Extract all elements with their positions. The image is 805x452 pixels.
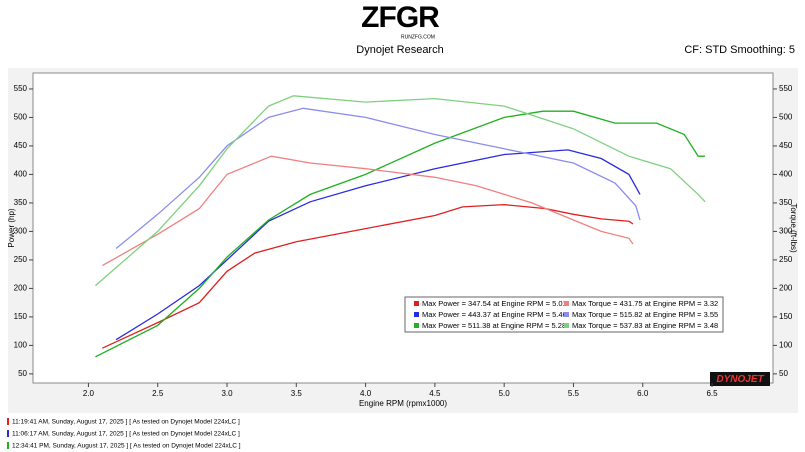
y-tick-label: 100 bbox=[14, 340, 28, 349]
series-line bbox=[95, 110, 706, 358]
legend-label: Max Torque = 431.75 at Engine RPM = 3.32 bbox=[572, 299, 718, 308]
series-line bbox=[115, 149, 641, 341]
x-tick-label: 6.0 bbox=[637, 389, 649, 398]
y-axis-label: Power (hp) bbox=[7, 208, 16, 247]
legend-label: Max Torque = 537.83 at Engine RPM = 3.48 bbox=[572, 321, 718, 330]
y2-tick-label: 450 bbox=[779, 141, 793, 150]
y2-tick-label: 100 bbox=[779, 340, 793, 349]
x-axis-label: Engine RPM (rpmx1000) bbox=[359, 399, 447, 408]
y-tick-label: 150 bbox=[14, 312, 28, 321]
plot-area bbox=[32, 72, 774, 384]
y-tick-label: 500 bbox=[14, 113, 28, 122]
legend-swatch bbox=[414, 323, 419, 328]
series-line bbox=[102, 203, 634, 349]
y-tick-label: 300 bbox=[14, 227, 28, 236]
y-tick-label: 400 bbox=[14, 170, 28, 179]
series-line bbox=[101, 155, 634, 267]
x-tick-label: 5.5 bbox=[568, 389, 580, 398]
legend-label: Max Power = 347.54 at Engine RPM = 5.01 bbox=[422, 299, 567, 308]
note: 12:34:41 PM, Sunday, August 17, 2025 ] [… bbox=[12, 443, 241, 450]
y2-tick-label: 300 bbox=[779, 227, 793, 236]
chart-title: Dynojet Research bbox=[356, 44, 443, 56]
y-tick-label: 550 bbox=[14, 84, 28, 93]
y-tick-label: 50 bbox=[18, 369, 27, 378]
y-tick-label: 200 bbox=[14, 284, 28, 293]
y2-tick-label: 500 bbox=[779, 113, 793, 122]
y-tick-label: 250 bbox=[14, 255, 28, 264]
y2-tick-label: 200 bbox=[779, 284, 793, 293]
chart-subtitle: CF: STD Smoothing: 5 bbox=[684, 44, 795, 56]
legend-label: Max Power = 511.38 at Engine RPM = 5.28 bbox=[422, 321, 566, 330]
x-tick-label: 2.0 bbox=[83, 389, 95, 398]
x-tick-label: 4.5 bbox=[429, 389, 441, 398]
brand-badge bbox=[710, 372, 770, 386]
x-tick-label: 3.0 bbox=[221, 389, 233, 398]
note: 11:19:41 AM, Sunday, August 17, 2025 ] [… bbox=[12, 419, 240, 426]
y2-tick-label: 150 bbox=[779, 312, 793, 321]
legend-swatch bbox=[564, 312, 569, 317]
legend-label: Max Power = 443.37 at Engine RPM = 5.46 bbox=[422, 310, 567, 319]
y2-axis-label: Torque (ft-lbs) bbox=[789, 203, 798, 253]
brand: DYNOJET bbox=[716, 374, 764, 385]
note: 11:06:17 AM, Sunday, August 17, 2025 ] [… bbox=[12, 431, 240, 438]
x-tick-label: 4.0 bbox=[360, 389, 372, 398]
legend-swatch bbox=[564, 323, 569, 328]
y2-tick-label: 50 bbox=[779, 369, 788, 378]
y2-tick-label: 250 bbox=[779, 255, 793, 264]
logo: ZFGR bbox=[361, 1, 440, 34]
legend-swatch bbox=[564, 301, 569, 306]
logo-sub: RUNZFG.COM bbox=[401, 34, 435, 40]
y-tick-label: 450 bbox=[14, 141, 28, 150]
legend-swatch bbox=[414, 312, 419, 317]
y2-tick-label: 350 bbox=[779, 198, 793, 207]
y-tick-label: 350 bbox=[14, 198, 28, 207]
y2-tick-label: 550 bbox=[779, 84, 793, 93]
series-line bbox=[94, 95, 706, 287]
series-line bbox=[115, 107, 641, 250]
legend-swatch bbox=[414, 301, 419, 306]
x-tick-label: 5.0 bbox=[499, 389, 511, 398]
x-tick-label: 6.5 bbox=[706, 389, 718, 398]
x-tick-label: 3.5 bbox=[291, 389, 303, 398]
legend-label: Max Torque = 515.82 at Engine RPM = 3.55 bbox=[572, 310, 718, 319]
x-tick-label: 2.5 bbox=[152, 389, 164, 398]
y2-tick-label: 400 bbox=[779, 170, 793, 179]
